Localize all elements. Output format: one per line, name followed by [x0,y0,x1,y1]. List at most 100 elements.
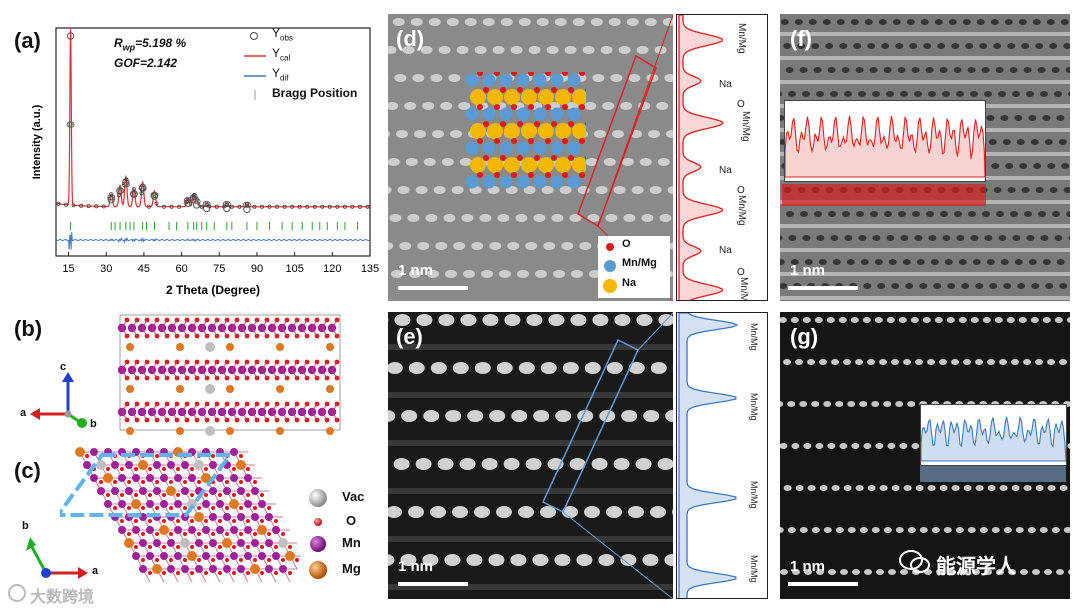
o-atom [579,72,585,76]
mg-atom [250,564,260,574]
o-atom [562,104,568,110]
na-atom [504,157,520,173]
vac-site [180,538,190,548]
g-atom-column [875,443,884,449]
f-atom-column [1005,163,1014,169]
yobs-point [350,204,355,209]
g-atom-column [1027,527,1036,533]
f-atom-column [869,67,878,73]
yobs-point [107,195,115,204]
x-tick-label: 60 [175,263,187,275]
f-atom-column [855,67,864,73]
o-atom [120,519,124,523]
profile-d-label: Na [719,245,732,256]
f-atom-column [1030,139,1039,145]
e-atom-column [452,506,468,518]
g-atom-column [835,527,844,533]
d-atom-column [441,158,454,166]
mn-mg-atom [516,175,530,189]
bond [271,411,278,421]
bond [271,369,278,379]
mg-atom [226,343,234,351]
f-atom-column [1054,91,1062,97]
e-atom-column [664,554,673,566]
e-atom-column [466,554,483,566]
e-atom-column [394,314,411,326]
legend-cal: Ycal [272,46,290,62]
o-atom [225,480,229,484]
g-atom-column [815,443,824,449]
f-atom-column [780,235,783,241]
mn-atom [195,565,203,573]
vac-site [194,460,204,470]
vac-site [205,426,215,436]
f-atom-column [1049,187,1058,193]
d-atom-column [451,186,464,194]
f-atom-column [814,211,822,217]
yobs-point [56,201,61,206]
d-atom-column [623,214,636,222]
d-atom-column [499,270,511,278]
d-atom-column [497,214,510,222]
f-atom-column [1044,139,1053,145]
bond [301,411,308,421]
d-atom-column [669,242,673,250]
o-atom [579,138,585,144]
yobs-point [305,204,310,209]
mn-atom [132,552,140,560]
vac-site [205,384,215,394]
o-atom [141,480,145,484]
g-atom-column [811,401,820,407]
yobs-point [107,194,114,201]
bond [261,411,268,421]
e-atom-column [393,458,410,470]
g-atom-column [967,527,976,533]
f-atom-column [1046,19,1055,25]
d-atom-column [407,214,420,222]
species-mn: Mn [342,535,361,550]
o-atom [204,571,208,575]
f-atom-column [830,91,838,97]
f-atom-column [981,67,990,73]
legend-dif-label: Y [272,66,281,80]
o-atom [246,571,250,575]
f-atom-column [1007,43,1016,49]
e-atom-column [635,458,652,470]
o-atom [267,506,271,510]
mn-atom [223,565,231,573]
f-atom-column [1066,211,1070,217]
d-atom-column [608,18,621,26]
bond [151,319,158,329]
na-atom [555,89,571,105]
mn-atom [223,513,231,521]
bond [331,369,338,379]
d-atom-column [626,18,639,26]
o-atom [162,545,166,549]
g-atom-column [946,317,955,323]
d-atom-column [463,270,475,278]
o-atom [204,467,208,471]
bond [321,411,328,421]
mn-atom [230,526,238,534]
o-atom [246,493,250,497]
f-stripe [780,248,1070,252]
f-atom-column [858,91,866,97]
o-atom [551,121,557,127]
mn-atom [237,487,245,495]
o-atom [211,454,215,458]
o-atom [483,155,489,161]
mn-mg-atom [482,175,496,189]
bond [131,369,138,379]
bond [141,361,148,371]
o-atom [253,480,257,484]
bond [241,327,248,337]
yobs-point [184,200,189,204]
g-atom-column [831,485,840,491]
f-atom-column [1021,187,1030,193]
d-atom-column [464,18,477,26]
scale-label-f: 1 nm [790,262,826,279]
bond [221,369,228,379]
vac-site [96,460,106,470]
o-atom [190,467,194,471]
f-atom-column [1049,43,1058,49]
